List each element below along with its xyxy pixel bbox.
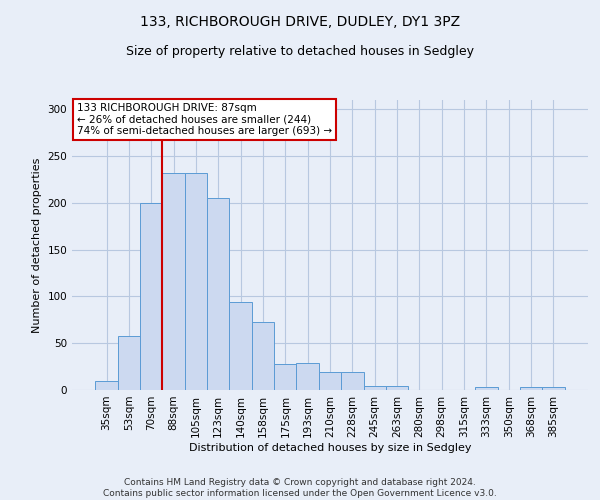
- X-axis label: Distribution of detached houses by size in Sedgley: Distribution of detached houses by size …: [189, 442, 471, 452]
- Bar: [207, 198, 229, 390]
- Bar: [542, 387, 565, 390]
- Bar: [185, 173, 207, 390]
- Bar: [163, 173, 185, 390]
- Bar: [274, 364, 296, 390]
- Bar: [118, 336, 140, 390]
- Bar: [229, 302, 252, 390]
- Bar: [520, 387, 542, 390]
- Bar: [386, 386, 408, 390]
- Bar: [341, 372, 364, 390]
- Bar: [95, 380, 118, 390]
- Bar: [296, 363, 319, 390]
- Bar: [252, 322, 274, 390]
- Bar: [319, 372, 341, 390]
- Bar: [364, 386, 386, 390]
- Y-axis label: Number of detached properties: Number of detached properties: [32, 158, 42, 332]
- Text: 133 RICHBOROUGH DRIVE: 87sqm
← 26% of detached houses are smaller (244)
74% of s: 133 RICHBOROUGH DRIVE: 87sqm ← 26% of de…: [77, 103, 332, 136]
- Text: Contains HM Land Registry data © Crown copyright and database right 2024.
Contai: Contains HM Land Registry data © Crown c…: [103, 478, 497, 498]
- Bar: [475, 387, 497, 390]
- Bar: [140, 203, 163, 390]
- Text: Size of property relative to detached houses in Sedgley: Size of property relative to detached ho…: [126, 45, 474, 58]
- Text: 133, RICHBOROUGH DRIVE, DUDLEY, DY1 3PZ: 133, RICHBOROUGH DRIVE, DUDLEY, DY1 3PZ: [140, 15, 460, 29]
